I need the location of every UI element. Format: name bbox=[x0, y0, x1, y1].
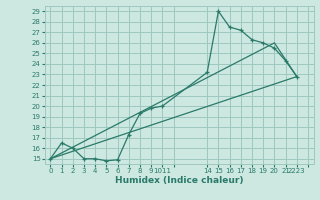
X-axis label: Humidex (Indice chaleur): Humidex (Indice chaleur) bbox=[115, 176, 244, 185]
